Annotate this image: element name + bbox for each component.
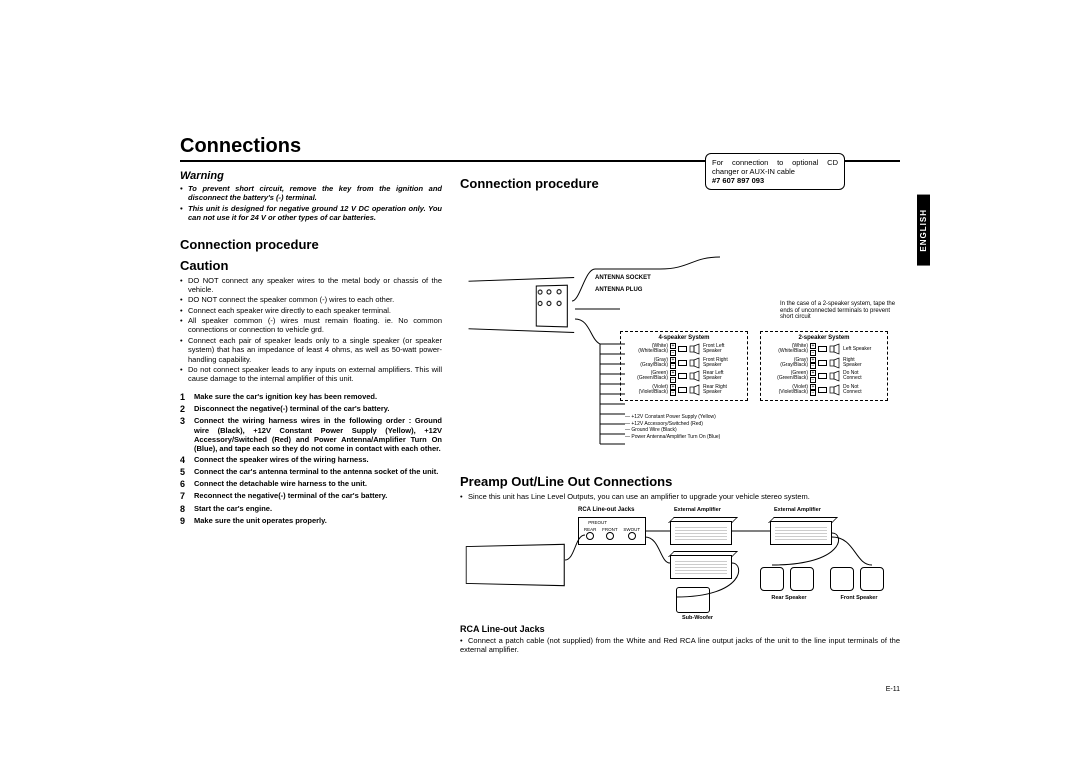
caution-item: Connect each pair of speaker leads only … xyxy=(188,336,442,364)
callout-part: #7 607 897 093 xyxy=(712,176,764,185)
steps-list: 1Make sure the car's ignition key has be… xyxy=(180,392,442,528)
page-number: E-11 xyxy=(886,686,900,693)
wire-pair: (Violet)(Violet/Black)+−Rear Right Speak… xyxy=(624,384,744,397)
caution-item: Connect each speaker wire directly to ea… xyxy=(188,306,391,315)
left-column: Warning •To prevent short circuit, remov… xyxy=(180,170,442,657)
step-item: Make sure the car's ignition key has bee… xyxy=(194,392,377,403)
wire-pair: (Green)(Green/Black)+−Do Not Connect xyxy=(764,370,884,383)
step-item: Make sure the unit operates properly. xyxy=(194,516,327,527)
rca-section-heading: RCA Line-out Jacks xyxy=(460,624,900,634)
columns: Warning •To prevent short circuit, remov… xyxy=(180,170,900,657)
callout-box: For connection to optional CD changer or… xyxy=(705,153,845,190)
caution-item: All speaker common (-) wires must remain… xyxy=(188,316,442,335)
step-item: Connect the wiring harness wires in the … xyxy=(194,416,442,454)
step-item: Connect the detachable wire harness to t… xyxy=(194,479,367,490)
language-tab: ENGLISH xyxy=(917,195,930,266)
caution-item: Do not connect speaker leads to any inpu… xyxy=(188,365,442,384)
power-wire: +12V Constant Power Supply (Yellow) xyxy=(625,414,720,421)
system-title: 4-speaker System xyxy=(624,335,744,341)
two-speaker-note: In the case of a 2-speaker system, tape … xyxy=(780,301,900,321)
power-wire-labels: +12V Constant Power Supply (Yellow) +12V… xyxy=(625,414,720,440)
preamp-diagram: RCA Line-out Jacks PREOUT REAR FRONT SWO… xyxy=(460,505,900,620)
procedure-heading: Connection procedure xyxy=(180,237,442,252)
step-item: Connect the speaker wires of the wiring … xyxy=(194,455,369,466)
step-item: Connect the car's antenna terminal to th… xyxy=(194,467,438,478)
warning-item: This unit is designed for negative groun… xyxy=(188,204,442,223)
preamp-intro: •Since this unit has Line Level Outputs,… xyxy=(460,492,900,501)
power-wire: Power Antenna/Amplifier Turn On (Blue) xyxy=(625,434,720,441)
page: Connections ENGLISH E-11 Warning •To pre… xyxy=(180,135,900,685)
wiring-diagram: ANTENNA SOCKET ANTENNA PLUG In the case … xyxy=(460,239,900,464)
callout-text: For connection to optional CD changer or… xyxy=(712,158,838,176)
right-column: Connection procedure For connection to o… xyxy=(460,170,900,657)
two-speaker-system: 2-speaker System (White)(White/Black)+−L… xyxy=(760,331,888,401)
rca-body-text: •Connect a patch cable (not supplied) fr… xyxy=(460,636,900,654)
step-item: Disconnect the negative(-) terminal of t… xyxy=(194,404,389,415)
wire-pair: (Gray)(Gray/Black)+−Right Speaker xyxy=(764,357,884,370)
wire-pair: (Gray)(Gray/Black)+−Front Right Speaker xyxy=(624,357,744,370)
warning-item: To prevent short circuit, remove the key… xyxy=(188,184,442,203)
wire-pair: (White)(White/Black)+−Front Left Speaker xyxy=(624,343,744,356)
caution-item: DO NOT connect any speaker wires to the … xyxy=(188,276,442,295)
caution-heading: Caution xyxy=(180,258,442,273)
wire-pair: (Green)(Green/Black)+−Rear Left Speaker xyxy=(624,370,744,383)
wire-pair: (White)(White/Black)+−Left Speaker xyxy=(764,343,884,356)
preamp-heading: Preamp Out/Line Out Connections xyxy=(460,474,900,489)
wire-pair: (Violet)(Violet/Black)+−Do Not Connect xyxy=(764,384,884,397)
warning-list: •To prevent short circuit, remove the ke… xyxy=(180,184,442,223)
step-item: Reconnect the negative(-) terminal of th… xyxy=(194,491,387,502)
four-speaker-system: 4-speaker System (White)(White/Black)+−F… xyxy=(620,331,748,401)
caution-list: •DO NOT connect any speaker wires to the… xyxy=(180,276,442,384)
system-title: 2-speaker System xyxy=(764,335,884,341)
preamp-wires-icon xyxy=(460,505,900,620)
warning-heading: Warning xyxy=(180,170,442,182)
caution-item: DO NOT connect the speaker common (-) wi… xyxy=(188,295,394,304)
step-item: Start the car's engine. xyxy=(194,504,272,515)
